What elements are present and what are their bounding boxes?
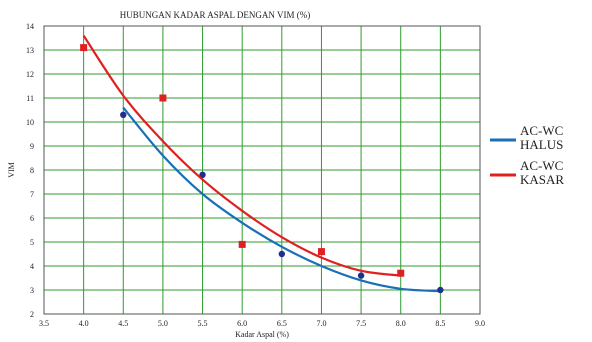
x-tick-label: 4.0 bbox=[79, 319, 89, 328]
x-tick-label: 6.5 bbox=[277, 319, 287, 328]
legend-label-ac-wc-halus: AC-WC bbox=[520, 123, 563, 138]
x-tick-label: 8.5 bbox=[435, 319, 445, 328]
data-point-ac-wc-halus bbox=[357, 272, 365, 279]
y-tick-label: 7 bbox=[30, 190, 34, 199]
y-tick-label: 5 bbox=[30, 238, 34, 247]
x-tick-label: 6.0 bbox=[237, 319, 247, 328]
x-tick-label: 7.0 bbox=[316, 319, 326, 328]
plot-frame bbox=[43, 25, 481, 315]
y-tick-label: 13 bbox=[26, 46, 34, 55]
data-point-ac-wc-kasar bbox=[159, 94, 167, 102]
y-axis-label: VIM bbox=[7, 162, 16, 178]
grid bbox=[43, 25, 481, 315]
y-tick-label: 8 bbox=[30, 166, 34, 175]
y-tick-label: 10 bbox=[26, 118, 34, 127]
data-point-ac-wc-halus bbox=[199, 171, 206, 178]
y-tick-label: 2 bbox=[30, 310, 34, 319]
data-point-ac-wc-kasar bbox=[238, 240, 246, 248]
chart-title: HUBUNGAN KADAR ASPAL DENGAN VIM (%) bbox=[120, 10, 310, 20]
legend-label-ac-wc-kasar: KASAR bbox=[520, 172, 564, 187]
trend-line-ac-wc-kasar bbox=[82, 34, 401, 277]
y-tick-label: 4 bbox=[30, 262, 34, 271]
y-tick-label: 12 bbox=[26, 70, 34, 79]
x-tick-label: 5.5 bbox=[198, 319, 208, 328]
y-tick-label: 14 bbox=[26, 22, 34, 31]
series-layer bbox=[80, 34, 444, 294]
x-tick-label: 4.5 bbox=[118, 319, 128, 328]
data-point-ac-wc-halus bbox=[437, 286, 444, 294]
trend-line-ac-wc-halus bbox=[122, 106, 441, 293]
x-tick-label: 7.5 bbox=[356, 319, 366, 328]
series-ac-wc-halus bbox=[120, 106, 444, 294]
x-tick-label: 9.0 bbox=[475, 319, 485, 328]
legend-label-ac-wc-kasar: AC-WC bbox=[520, 158, 563, 173]
x-tick-label: 8.0 bbox=[396, 319, 406, 328]
y-tick-label: 6 bbox=[30, 214, 34, 223]
x-axis-ticks: 3.5 4.0 4.5 5.0 5.5 6.0 6.5 7.0 7.5 8.0 8.5 9.0 bbox=[39, 319, 485, 328]
x-tick-label: 3.5 bbox=[39, 319, 49, 328]
legend-label-ac-wc-halus: HALUS bbox=[520, 137, 563, 152]
data-point-ac-wc-kasar bbox=[80, 44, 88, 52]
data-point-ac-wc-kasar bbox=[317, 248, 325, 256]
data-point-ac-wc-halus bbox=[120, 111, 127, 119]
y-tick-label: 11 bbox=[26, 94, 34, 103]
y-tick-label: 3 bbox=[30, 286, 34, 295]
series-ac-wc-kasar bbox=[80, 34, 405, 277]
y-axis-ticks: 2 3 4 5 6 7 8 9 10 11 12 13 14 bbox=[26, 22, 34, 319]
data-point-ac-wc-halus bbox=[278, 250, 286, 258]
y-tick-label: 9 bbox=[30, 142, 34, 151]
x-tick-label: 5.0 bbox=[158, 319, 168, 328]
x-axis-label: Kadar Aspal (%) bbox=[235, 330, 289, 339]
data-point-ac-wc-kasar bbox=[397, 269, 405, 277]
